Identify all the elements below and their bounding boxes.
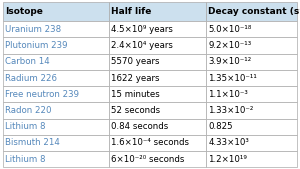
Text: Half life: Half life xyxy=(111,7,152,16)
Bar xyxy=(109,86,206,102)
Text: 1.2×10¹⁹: 1.2×10¹⁹ xyxy=(208,155,247,164)
Bar xyxy=(206,70,297,86)
Bar xyxy=(109,37,206,54)
Text: 4.5×10⁹ years: 4.5×10⁹ years xyxy=(111,25,173,34)
Text: 1.35×10⁻¹¹: 1.35×10⁻¹¹ xyxy=(208,74,257,82)
Bar xyxy=(109,2,206,21)
Bar xyxy=(206,21,297,37)
Bar xyxy=(3,54,109,70)
Bar xyxy=(206,54,297,70)
Text: 0.84 seconds: 0.84 seconds xyxy=(111,122,169,131)
Bar xyxy=(3,37,109,54)
Text: Bismuth 214: Bismuth 214 xyxy=(5,138,60,148)
Bar xyxy=(3,151,109,167)
Bar xyxy=(206,102,297,119)
Text: Lithium 8: Lithium 8 xyxy=(5,155,46,164)
Text: Radium 226: Radium 226 xyxy=(5,74,57,82)
Text: 5570 years: 5570 years xyxy=(111,57,160,66)
Text: Carbon 14: Carbon 14 xyxy=(5,57,50,66)
Bar xyxy=(206,151,297,167)
Text: 52 seconds: 52 seconds xyxy=(111,106,160,115)
Text: Free neutron 239: Free neutron 239 xyxy=(5,90,80,99)
Bar xyxy=(3,119,109,135)
Bar xyxy=(109,54,206,70)
Text: 1622 years: 1622 years xyxy=(111,74,160,82)
Bar xyxy=(109,151,206,167)
Text: 4.33×10³: 4.33×10³ xyxy=(208,138,249,148)
Bar xyxy=(109,70,206,86)
Bar xyxy=(3,135,109,151)
Bar xyxy=(3,70,109,86)
Text: 2.4×10⁴ years: 2.4×10⁴ years xyxy=(111,41,173,50)
Text: 5.0×10⁻¹⁸: 5.0×10⁻¹⁸ xyxy=(208,25,251,34)
Text: Lithium 8: Lithium 8 xyxy=(5,122,46,131)
Text: 3.9×10⁻¹²: 3.9×10⁻¹² xyxy=(208,57,251,66)
Text: 15 minutes: 15 minutes xyxy=(111,90,160,99)
Text: Decay constant (s⁻¹): Decay constant (s⁻¹) xyxy=(208,7,300,16)
Text: Uranium 238: Uranium 238 xyxy=(5,25,62,34)
Text: 6×10⁻²⁰ seconds: 6×10⁻²⁰ seconds xyxy=(111,155,184,164)
Bar xyxy=(109,102,206,119)
Bar xyxy=(109,21,206,37)
Bar xyxy=(206,37,297,54)
Text: Radon 220: Radon 220 xyxy=(5,106,52,115)
Bar xyxy=(3,21,109,37)
Bar xyxy=(206,135,297,151)
Text: 0.825: 0.825 xyxy=(208,122,233,131)
Text: Plutonium 239: Plutonium 239 xyxy=(5,41,68,50)
Bar xyxy=(109,135,206,151)
Bar xyxy=(206,86,297,102)
Bar xyxy=(3,102,109,119)
Bar xyxy=(3,2,109,21)
Text: 1.6×10⁻⁴ seconds: 1.6×10⁻⁴ seconds xyxy=(111,138,189,148)
Text: 1.33×10⁻²: 1.33×10⁻² xyxy=(208,106,254,115)
Bar xyxy=(3,86,109,102)
Bar xyxy=(206,2,297,21)
Bar xyxy=(109,119,206,135)
Text: Isotope: Isotope xyxy=(5,7,43,16)
Bar xyxy=(206,119,297,135)
Text: 9.2×10⁻¹³: 9.2×10⁻¹³ xyxy=(208,41,251,50)
Text: 1.1×10⁻³: 1.1×10⁻³ xyxy=(208,90,248,99)
